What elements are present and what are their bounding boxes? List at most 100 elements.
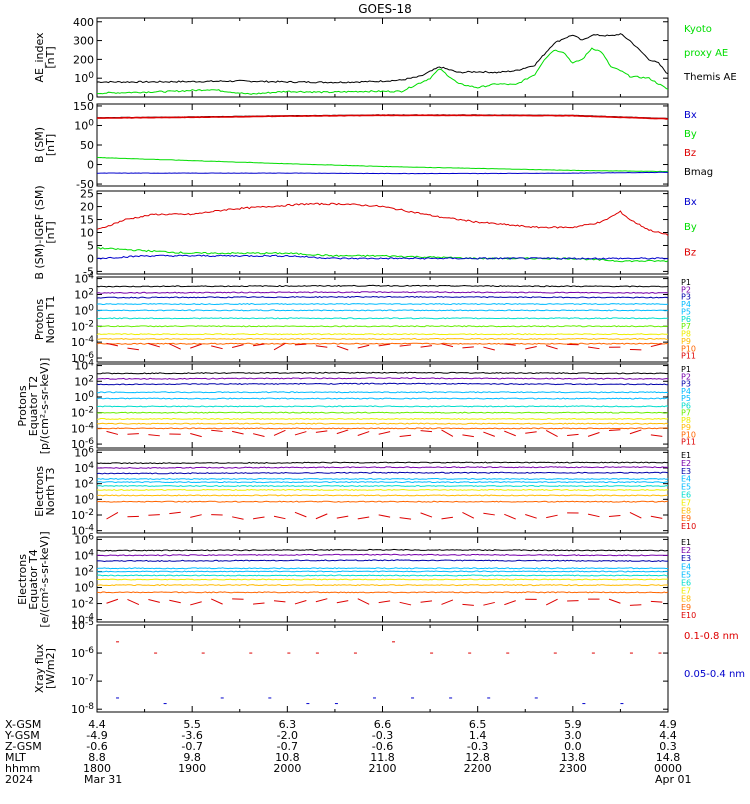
data-segment	[442, 517, 453, 519]
data-segment	[295, 601, 306, 604]
data-segment	[400, 345, 411, 346]
series-line-p10	[97, 343, 668, 344]
data-segment	[379, 601, 390, 603]
panel-frame	[97, 277, 668, 362]
data-segment	[316, 514, 327, 519]
series-line-e1	[97, 549, 668, 551]
series-line-p8	[97, 419, 668, 420]
data-segment	[442, 600, 453, 605]
data-segment	[651, 516, 662, 518]
tick-label-electrons_t3-5: 106	[74, 445, 94, 459]
tick-label-electrons_t3-2: 100	[74, 492, 94, 506]
series-line-p6	[97, 318, 668, 319]
y-axis-label-line: [nT]	[44, 46, 57, 68]
tick-label-electrons_t4-4: 104	[74, 548, 94, 562]
series-line-p9	[97, 339, 668, 340]
data-segment	[609, 430, 620, 431]
series-line-e3	[97, 560, 668, 562]
legend-entry: Bz	[684, 247, 696, 258]
data-segment	[127, 599, 138, 604]
tick-label-electrons_t4-3: 102	[74, 564, 94, 578]
data-segment	[274, 601, 285, 602]
data-segment	[462, 604, 473, 605]
data-segment	[358, 432, 369, 436]
series-line-by	[97, 157, 668, 171]
data-segment	[588, 347, 599, 349]
data-segment	[525, 347, 536, 349]
data-segment	[232, 345, 243, 348]
data-segment	[400, 435, 411, 436]
data-segment	[211, 430, 222, 431]
data-segment	[421, 513, 432, 517]
tick-label-protons_t1-5: 104	[74, 272, 94, 286]
tick-label-electrons_t4-2: 100	[74, 581, 94, 595]
series-line-p3	[97, 383, 668, 385]
data-segment	[588, 514, 599, 517]
data-segment	[421, 431, 432, 432]
series-line-bx	[97, 172, 668, 173]
data-segment	[483, 347, 494, 350]
data-segment	[274, 516, 285, 518]
series-line-e3	[97, 472, 668, 474]
legend-entry: Bz	[684, 148, 696, 159]
legend-entry: Themis AE	[683, 72, 737, 83]
series-line-e7	[97, 579, 668, 580]
data-segment	[316, 346, 327, 347]
data-segment	[630, 430, 641, 434]
series-line-e2	[97, 467, 668, 469]
tick-label-protons_t1-4: 102	[74, 287, 94, 301]
data-segment	[316, 431, 327, 432]
data-segment	[169, 512, 180, 513]
data-segment	[462, 435, 473, 437]
data-segment	[127, 434, 138, 435]
data-segment	[630, 512, 641, 518]
tick-label-protons_t1-1: 10-4	[71, 335, 94, 349]
footer-value: 2000	[273, 762, 301, 775]
tick-label-ae-2: 200	[73, 53, 94, 66]
data-segment	[127, 348, 138, 350]
data-segment	[169, 600, 180, 603]
data-segment	[504, 514, 515, 519]
series-line-p10	[97, 428, 668, 429]
series-line-e9	[97, 501, 668, 502]
tick-label-xray-0: 10-8	[71, 702, 94, 716]
series-line-p4	[97, 392, 668, 393]
series-line-p7	[97, 326, 668, 327]
data-segment	[253, 517, 264, 519]
data-segment	[588, 432, 599, 436]
tick-label-protons_t2-2: 10-2	[71, 406, 94, 420]
legend-entry: P11	[681, 438, 696, 447]
tick-label-bigrf-5: 20	[80, 201, 94, 214]
data-segment	[295, 512, 306, 517]
tick-label-protons_t2-3: 100	[74, 390, 94, 404]
tick-label-electrons_t4-1: 10-2	[71, 597, 94, 611]
series-line-bz	[97, 115, 668, 119]
y-axis-label-line: [W/m2]	[44, 648, 57, 689]
data-segment	[400, 602, 411, 605]
data-segment	[504, 431, 515, 436]
data-segment	[107, 512, 118, 519]
legend-entry: E10	[681, 611, 696, 620]
data-segment	[400, 518, 411, 519]
series-line-p1	[97, 285, 668, 287]
data-segment	[546, 515, 557, 517]
series-line-e9	[97, 592, 668, 593]
footer-value: 1900	[178, 762, 206, 775]
footer-value: 2300	[559, 762, 587, 775]
series-line-by	[97, 248, 668, 262]
tick-label-electrons_t3-3: 102	[74, 477, 94, 491]
y-axis-label: ProtonsNorth T1	[33, 296, 57, 344]
y-axis-label: ElectronsEquator T4[e/(cm²-s-sr-keV)]	[16, 531, 51, 627]
series-line-p2	[97, 378, 668, 380]
series-line-p6	[97, 406, 668, 407]
data-segment	[421, 601, 432, 602]
data-segment	[358, 345, 369, 348]
data-segment	[609, 516, 620, 517]
data-segment	[651, 344, 662, 347]
data-segment	[169, 344, 180, 349]
